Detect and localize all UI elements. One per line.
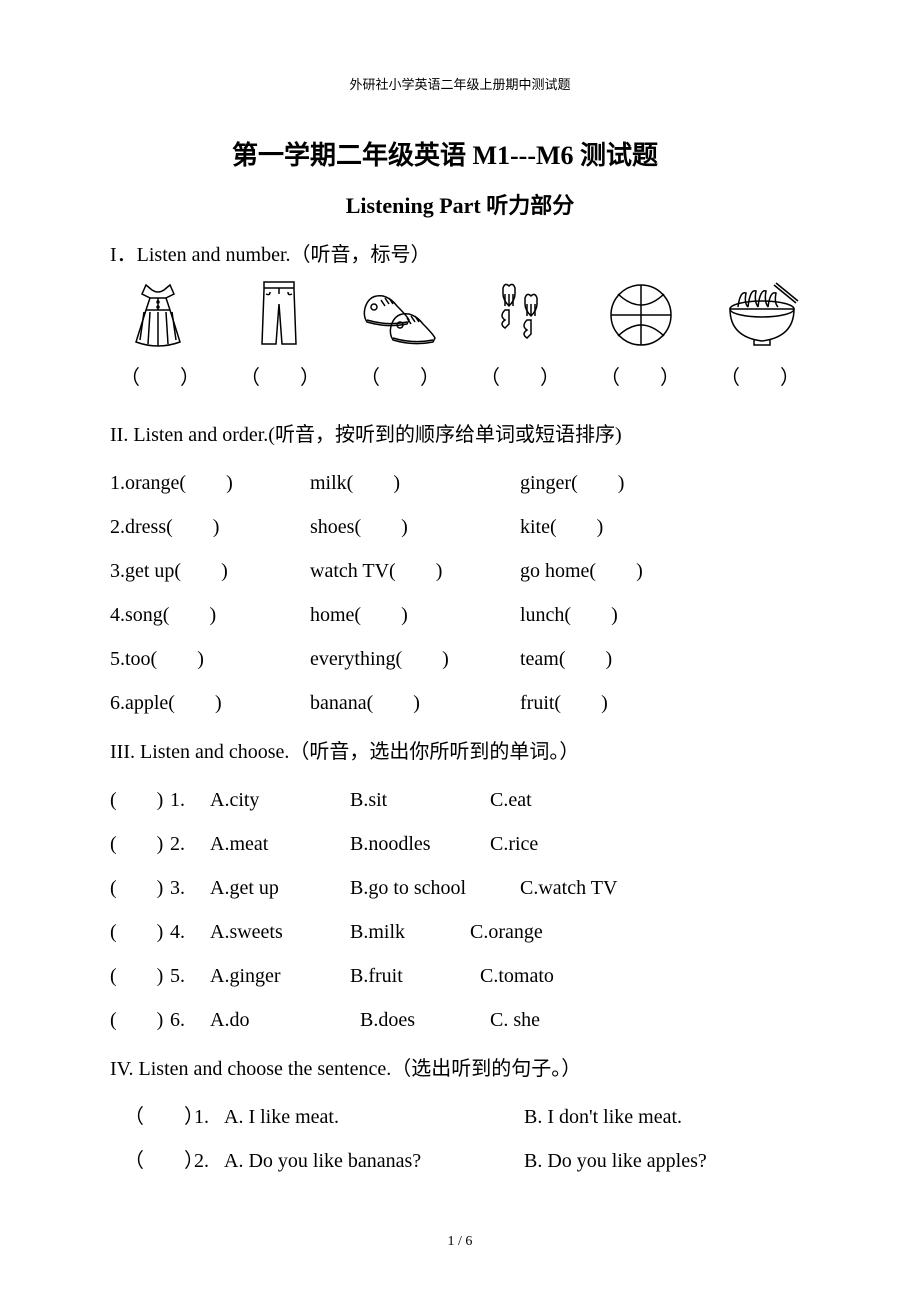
choose-row: ( ) 1. A.city B.sit C.eat <box>110 778 810 822</box>
order-rows: 1.orange( ) milk( ) ginger( ) 2.dress( )… <box>110 461 810 725</box>
option-b: B.fruit <box>350 954 480 998</box>
option-c: C.rice <box>490 822 538 866</box>
order-cell[interactable]: team( ) <box>520 637 612 681</box>
choose-row: ( ) 5. A.ginger B.fruit C.tomato <box>110 954 810 998</box>
q-number: 6. <box>170 998 210 1042</box>
basketball-icon <box>601 281 681 349</box>
main-title: 第一学期二年级英语 M1---M6 测试题 <box>80 135 810 172</box>
order-cell[interactable]: 5.too( ) <box>110 637 310 681</box>
shoes-icon <box>360 281 440 349</box>
choose-rows: ( ) 1. A.city B.sit C.eat ( ) 2. A.meat … <box>110 778 810 1042</box>
order-cell[interactable]: watch TV( ) <box>310 549 520 593</box>
order-cell[interactable]: 6.apple( ) <box>110 681 310 725</box>
option-c: C.tomato <box>480 954 554 998</box>
section-4-head: IV. Listen and choose the sentence.（选出听到… <box>110 1052 810 1081</box>
trousers-icon <box>239 281 319 349</box>
page-content: 外研社小学英语二年级上册期中测试题 第一学期二年级英语 M1---M6 测试题 … <box>0 0 920 1183</box>
order-cell[interactable]: shoes( ) <box>310 505 520 549</box>
option-c: C.orange <box>470 910 543 954</box>
option-b: B. I don't like meat. <box>524 1095 682 1139</box>
answer-bracket[interactable]: （ ） <box>350 361 450 390</box>
choose-row: ( ) 6. A.do B.does C. she <box>110 998 810 1042</box>
option-a: A.sweets <box>210 910 350 954</box>
q-number: 1. <box>194 1095 224 1139</box>
option-b: B.go to school <box>350 866 520 910</box>
answer-bracket[interactable]: （ ） <box>590 361 690 390</box>
order-cell[interactable]: banana( ) <box>310 681 520 725</box>
order-row: 3.get up( ) watch TV( ) go home( ) <box>110 549 810 593</box>
sentence-row: （ ） 2. A. Do you like bananas? B. Do you… <box>110 1139 810 1183</box>
order-cell[interactable]: fruit( ) <box>520 681 608 725</box>
option-c: C.eat <box>490 778 532 822</box>
section-1-head: I．Listen and number.（听音，标号） <box>110 238 810 267</box>
choose-row: ( ) 3. A.get up B.go to school C.watch T… <box>110 866 810 910</box>
order-cell[interactable]: ginger( ) <box>520 461 624 505</box>
order-row: 6.apple( ) banana( ) fruit( ) <box>110 681 810 725</box>
option-b: B.milk <box>350 910 470 954</box>
order-cell[interactable]: home( ) <box>310 593 520 637</box>
option-b: B.noodles <box>350 822 490 866</box>
order-cell[interactable]: 1.orange( ) <box>110 461 310 505</box>
sentence-row: （ ） 1. A. I like meat. B. I don't like m… <box>110 1095 810 1139</box>
option-a: A.do <box>210 998 360 1042</box>
q-number: 5. <box>170 954 210 998</box>
option-a: A.city <box>210 778 350 822</box>
order-row: 1.orange( ) milk( ) ginger( ) <box>110 461 810 505</box>
subtitle-cn: 听力部分 <box>486 193 574 218</box>
header-note: 外研社小学英语二年级上册期中测试题 <box>110 74 810 93</box>
answer-bracket[interactable]: （ ） <box>470 361 570 390</box>
dress-icon <box>118 281 198 349</box>
order-cell[interactable]: everything( ) <box>310 637 520 681</box>
answer-bracket[interactable]: ( ) <box>110 822 170 866</box>
answer-bracket[interactable]: ( ) <box>110 910 170 954</box>
subtitle-en: Listening Part <box>346 193 481 218</box>
answer-bracket[interactable]: ( ) <box>110 866 170 910</box>
option-a: A.ginger <box>210 954 350 998</box>
icons-row <box>110 281 810 349</box>
option-b: B.sit <box>350 778 490 822</box>
option-a: A. Do you like bananas? <box>224 1139 524 1183</box>
q-number: 2. <box>170 822 210 866</box>
noodles-icon <box>722 281 802 349</box>
order-cell[interactable]: lunch( ) <box>520 593 618 637</box>
answer-bracket[interactable]: （ ） <box>230 361 330 390</box>
answer-bracket[interactable]: （ ） <box>124 1095 194 1139</box>
order-cell[interactable]: 2.dress( ) <box>110 505 310 549</box>
subtitle: Listening Part 听力部分 <box>110 188 810 220</box>
order-cell[interactable]: kite( ) <box>520 505 603 549</box>
option-a: A.get up <box>210 866 350 910</box>
sentence-rows: （ ） 1. A. I like meat. B. I don't like m… <box>110 1095 810 1183</box>
option-b: B. Do you like apples? <box>524 1139 707 1183</box>
answer-bracket[interactable]: （ ） <box>110 361 210 390</box>
option-b: B.does <box>360 998 490 1042</box>
order-row: 2.dress( ) shoes( ) kite( ) <box>110 505 810 549</box>
q-number: 3. <box>170 866 210 910</box>
answer-bracket[interactable]: ( ) <box>110 778 170 822</box>
q-number: 2. <box>194 1139 224 1183</box>
answer-bracket[interactable]: ( ) <box>110 998 170 1042</box>
answer-bracket[interactable]: （ ） <box>710 361 810 390</box>
section-2-head: II. Listen and order.(听音，按听到的顺序给单词或短语排序) <box>110 418 810 447</box>
answer-bracket[interactable]: ( ) <box>110 954 170 998</box>
order-cell[interactable]: 3.get up( ) <box>110 549 310 593</box>
choose-row: ( ) 4. A.sweets B.milk C.orange <box>110 910 810 954</box>
order-row: 4.song( ) home( ) lunch( ) <box>110 593 810 637</box>
order-row: 5.too( ) everything( ) team( ) <box>110 637 810 681</box>
order-cell[interactable]: 4.song( ) <box>110 593 310 637</box>
option-a: A. I like meat. <box>224 1095 524 1139</box>
option-c: C. she <box>490 998 540 1042</box>
option-c: C.watch TV <box>520 866 617 910</box>
option-a: A.meat <box>210 822 350 866</box>
order-cell[interactable]: go home( ) <box>520 549 643 593</box>
answer-bracket[interactable]: （ ） <box>124 1139 194 1183</box>
brackets-row: （ ） （ ） （ ） （ ） （ ） （ ） <box>110 361 810 390</box>
choose-row: ( ) 2. A.meat B.noodles C.rice <box>110 822 810 866</box>
q-number: 1. <box>170 778 210 822</box>
section-3-head: III. Listen and choose.（听音，选出你所听到的单词。） <box>110 735 810 764</box>
sweets-icon <box>480 281 560 349</box>
page-footer: 1 / 6 <box>0 1234 920 1250</box>
order-cell[interactable]: milk( ) <box>310 461 520 505</box>
q-number: 4. <box>170 910 210 954</box>
